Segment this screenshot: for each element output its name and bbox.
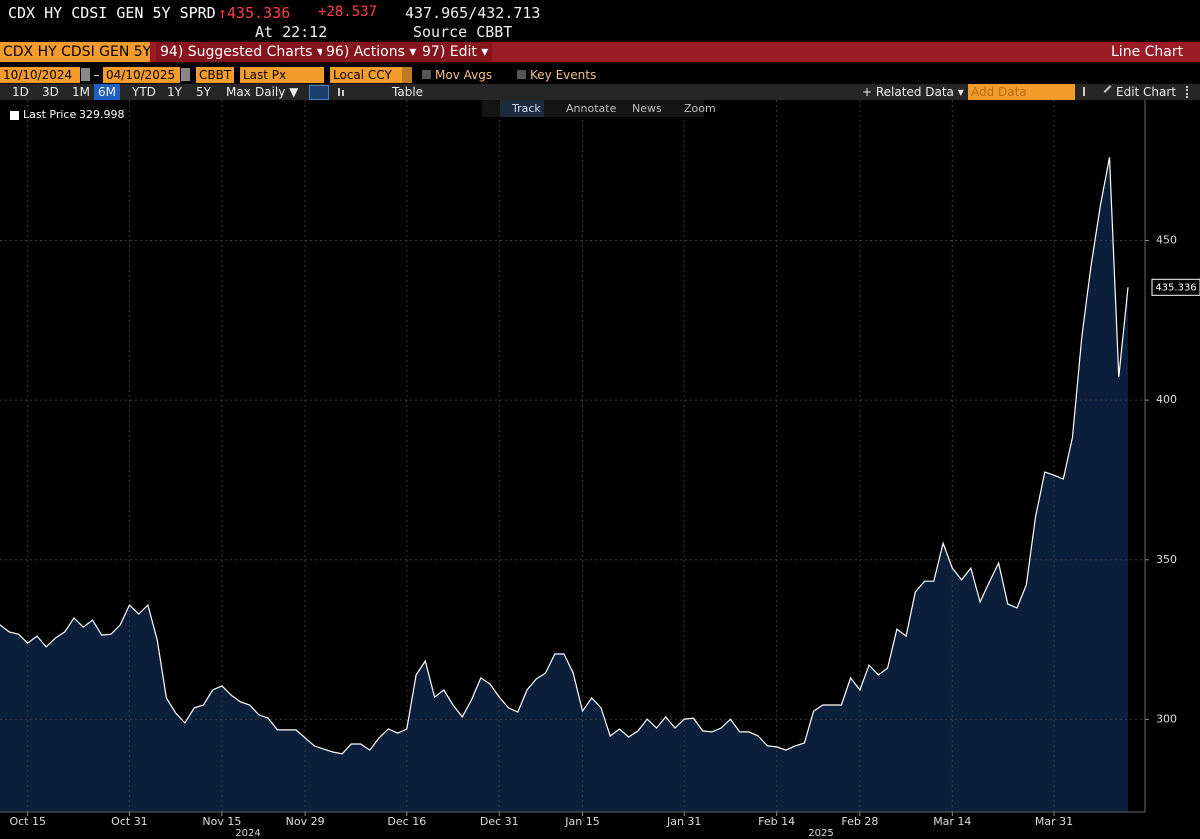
edit-chart[interactable]: Edit Chart xyxy=(1116,85,1177,99)
y-tick-label: 350 xyxy=(1156,553,1177,566)
x-tick-label: Nov 29 xyxy=(286,815,325,828)
dropdown[interactable] xyxy=(402,67,412,83)
last-value-box xyxy=(1151,278,1200,296)
checkbox[interactable] xyxy=(422,70,431,79)
x-tick-label: Oct 31 xyxy=(111,815,148,828)
year-label: 2025 xyxy=(808,828,833,839)
x-tick-label: Jan 31 xyxy=(666,815,701,828)
x-tick-label: Feb 14 xyxy=(758,815,795,828)
tool-button[interactable]: Zoom xyxy=(684,102,716,115)
x-tick-label: Jan 15 xyxy=(564,815,599,828)
tool-button[interactable]: News xyxy=(632,102,662,115)
calendar-icon[interactable] xyxy=(81,68,90,81)
tool-button[interactable]: Track xyxy=(500,100,544,117)
last-value-label: 435.336 xyxy=(1155,282,1196,293)
year-label: 2024 xyxy=(235,828,260,839)
y-tick-label: 450 xyxy=(1156,233,1177,246)
legend-name: Last Price xyxy=(23,108,77,121)
x-tick-label: Dec 16 xyxy=(387,815,426,828)
x-tick-label: Mar 31 xyxy=(1035,815,1073,828)
high-low: 437.965/432.713 xyxy=(405,4,541,22)
period-button[interactable]: 1D xyxy=(12,85,29,99)
x-tick-label: Feb 28 xyxy=(841,815,878,828)
source: Source CBBT xyxy=(413,23,513,41)
period-button[interactable]: 5Y xyxy=(196,85,211,99)
ticker: CDX HY CDSI GEN 5Y SPRD xyxy=(8,4,216,22)
option-label[interactable]: Mov Avgs xyxy=(435,68,493,82)
period-button[interactable]: YTD xyxy=(132,85,156,99)
more-icon[interactable] xyxy=(1186,86,1191,98)
table-button[interactable]: Table xyxy=(392,85,424,99)
toolbar xyxy=(0,84,1200,100)
tool-button[interactable]: Annotate xyxy=(566,102,617,115)
related-data[interactable]: + Related Data ▾ xyxy=(862,85,964,99)
x-tick-label: Nov 15 xyxy=(202,815,241,828)
add-data[interactable]: Add Data xyxy=(968,84,1075,100)
end-date[interactable]: 04/10/2025 xyxy=(103,67,180,83)
period-button[interactable]: 1M xyxy=(72,85,90,99)
menu-item[interactable]: 96) Actions ▾ xyxy=(322,42,421,62)
bar-icon[interactable] xyxy=(338,88,340,96)
legend-swatch xyxy=(10,111,19,120)
chart: 435.336 300 350 400 450 Oct 15 Oct 31 Nov 15 Nov… xyxy=(0,100,1200,839)
x-tick-label: Mar 14 xyxy=(933,815,971,828)
collapse-icon[interactable] xyxy=(1083,87,1093,96)
frequency[interactable]: Daily ▼ xyxy=(255,85,299,99)
y-tick-label: 400 xyxy=(1156,393,1177,406)
line xyxy=(0,157,1129,755)
bar-icon xyxy=(342,90,344,96)
currency-input[interactable]: Local CCY xyxy=(330,67,402,83)
field-input[interactable]: Last Px xyxy=(240,67,324,83)
dash xyxy=(94,75,99,76)
legend-value: 329.998 xyxy=(79,108,125,121)
menu-item[interactable]: 94) Suggested Charts ▾ xyxy=(156,42,328,62)
source-field[interactable]: CBBT xyxy=(196,67,234,83)
area xyxy=(0,157,1128,812)
x-tick-label: Dec 31 xyxy=(480,815,519,828)
chart-kind: Line Chart xyxy=(1111,44,1184,60)
time: At 22:12 xyxy=(255,23,328,41)
option-label[interactable]: Key Events xyxy=(530,68,597,82)
security-field[interactable]: CDX HY CDSI GEN 5Y xyxy=(0,42,150,62)
period-button[interactable]: 6M xyxy=(94,84,120,100)
line-style-button[interactable] xyxy=(309,85,329,100)
checkbox[interactable] xyxy=(517,70,526,79)
calendar-icon[interactable] xyxy=(181,68,190,81)
start-date[interactable]: 10/10/2024 xyxy=(0,67,80,83)
change: +28.537 xyxy=(318,4,378,20)
period-button[interactable]: 3D xyxy=(42,85,59,99)
menu-item[interactable]: 97) Edit ▾ xyxy=(418,42,493,62)
period-button[interactable]: Max xyxy=(226,85,251,99)
price: ↑435.336 xyxy=(218,4,291,22)
y-tick-label: 300 xyxy=(1156,712,1177,725)
x-tick-label: Oct 15 xyxy=(9,815,46,828)
period-button[interactable]: 1Y xyxy=(167,85,182,99)
